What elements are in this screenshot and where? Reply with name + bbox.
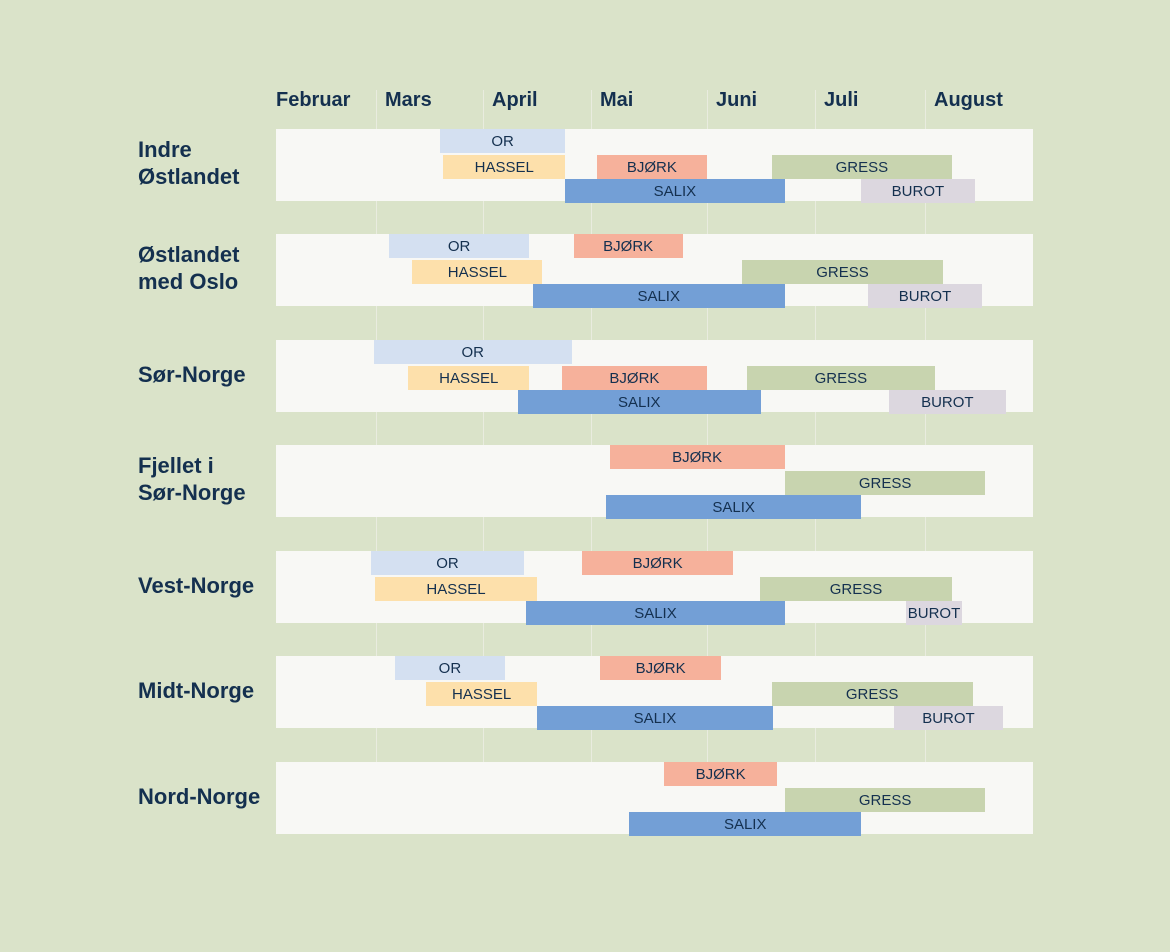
bar-burot: BUROT <box>888 390 1006 414</box>
bar-burot: BUROT <box>867 284 983 308</box>
bar-salix: SALIX <box>629 812 862 836</box>
month-label-2: April <box>492 89 538 111</box>
bar-salix: SALIX <box>517 390 761 414</box>
bar-gress: GRESS <box>746 366 935 390</box>
region-label: Vest-Norge <box>138 572 255 598</box>
bar-gress: GRESS <box>771 682 973 706</box>
month-gridline <box>376 90 377 762</box>
bar-or: OR <box>440 129 566 153</box>
month-gridline <box>591 90 592 762</box>
bar-burot: BUROT <box>906 601 962 625</box>
month-gridline <box>707 90 708 762</box>
bar-gress: GRESS <box>784 788 986 812</box>
bar-gress: GRESS <box>784 471 986 495</box>
bar-salix: SALIX <box>565 179 785 203</box>
month-label-0: Februar <box>276 89 351 111</box>
region-label: Fjellet i Sør-Norge <box>138 453 246 505</box>
region-label: Sør-Norge <box>138 361 246 387</box>
bar-hassel: HASSEL <box>426 682 537 706</box>
month-gridline <box>815 90 816 762</box>
region-label: Midt-Norge <box>138 677 255 703</box>
bar-bjork: BJØRK <box>596 155 707 179</box>
bar-hassel: HASSEL <box>408 366 530 390</box>
bar-burot: BUROT <box>861 179 975 203</box>
bar-bjork: BJØRK <box>664 762 778 786</box>
bar-salix: SALIX <box>532 284 785 308</box>
bar-salix: SALIX <box>537 706 773 730</box>
bar-or: OR <box>388 234 530 258</box>
month-label-5: Juli <box>824 89 859 111</box>
region-label: Østlandet med Oslo <box>138 242 240 294</box>
month-gridline <box>925 90 926 762</box>
bar-salix: SALIX <box>526 601 785 625</box>
month-label-3: Mai <box>600 89 634 111</box>
bar-or: OR <box>374 340 572 364</box>
bar-bjork: BJØRK <box>600 656 722 680</box>
bar-salix: SALIX <box>606 495 862 519</box>
bar-or: OR <box>371 551 525 575</box>
bar-gress: GRESS <box>759 577 952 601</box>
bar-burot: BUROT <box>894 706 1003 730</box>
month-label-6: August <box>934 89 1003 111</box>
bar-bjork: BJØRK <box>609 445 785 469</box>
month-label-4: Juni <box>716 89 758 111</box>
bar-or: OR <box>395 656 505 680</box>
region-label: Indre Østlandet <box>138 137 240 189</box>
bar-hassel: HASSEL <box>412 260 543 284</box>
bar-bjork: BJØRK <box>561 366 707 390</box>
month-gridline <box>483 90 484 762</box>
bar-hassel: HASSEL <box>375 577 537 601</box>
month-label-1: Mars <box>385 89 432 111</box>
bar-gress: GRESS <box>741 260 944 284</box>
bar-bjork: BJØRK <box>582 551 733 575</box>
bar-bjork: BJØRK <box>573 234 683 258</box>
bar-gress: GRESS <box>771 155 952 179</box>
bar-hassel: HASSEL <box>443 155 566 179</box>
region-label: Nord-Norge <box>138 783 261 809</box>
